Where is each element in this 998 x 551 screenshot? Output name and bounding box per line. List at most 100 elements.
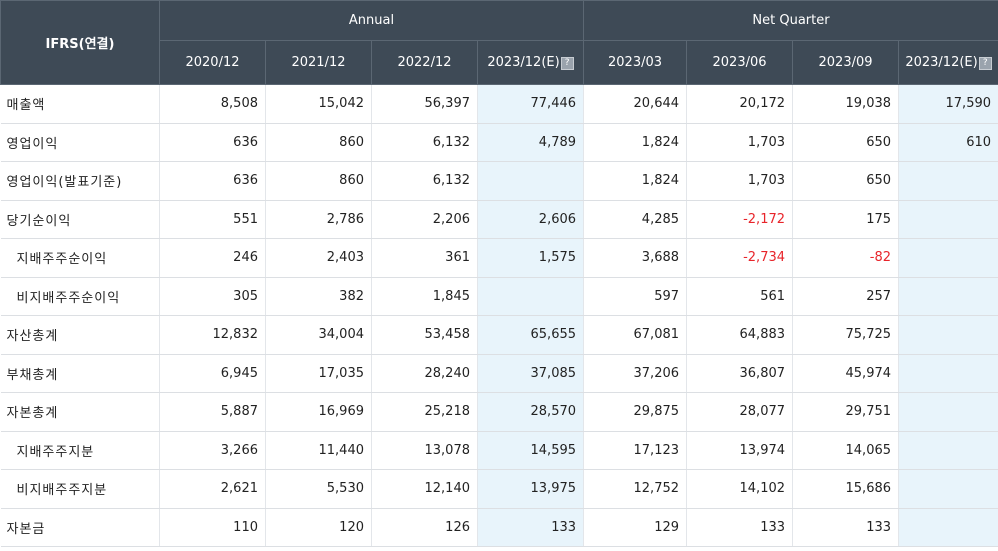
column-header: 2023/09 xyxy=(792,40,900,85)
table-cell: 650 xyxy=(792,123,900,162)
table-cell: 15,686 xyxy=(792,469,900,509)
table-cell: -2,172 xyxy=(686,200,794,239)
table-cell: 12,752 xyxy=(583,469,688,509)
table-row: 자산총계 12,832 34,004 53,458 65,655 67,081 64,883… xyxy=(0,315,998,355)
table-cell: 650 xyxy=(792,161,900,201)
table-cell: 361 xyxy=(371,238,478,278)
column-header-label: 2020/12 xyxy=(185,55,240,70)
table-cell: 45,974 xyxy=(792,354,900,393)
row-label: 영업이익(발표기준) xyxy=(0,161,160,201)
column-header: 2023/12(E)? xyxy=(476,40,585,85)
table-cell: 64,883 xyxy=(686,315,794,355)
row-label: 당기순이익 xyxy=(0,200,160,239)
help-icon[interactable]: ? xyxy=(560,57,574,70)
table-cell xyxy=(898,508,998,547)
table-cell: 15,042 xyxy=(265,84,372,124)
table-cell: 551 xyxy=(159,200,266,239)
table-cell: 28,570 xyxy=(477,392,585,432)
table-cell: 20,644 xyxy=(583,84,688,124)
table-cell: 2,206 xyxy=(371,200,478,239)
table-cell: 53,458 xyxy=(371,315,478,355)
table-cell: 13,078 xyxy=(371,431,478,470)
table-cell: 860 xyxy=(265,123,372,162)
column-header: 2020/12 xyxy=(159,40,266,85)
table-cell: 5,887 xyxy=(159,392,266,432)
table-row: 영업이익 636 860 6,132 4,789 1,824 1,703 650 610 xyxy=(0,123,998,162)
table-cell: 14,065 xyxy=(792,431,900,470)
table-cell: 11,440 xyxy=(265,431,372,470)
table-cell: 246 xyxy=(159,238,266,278)
table-cell: 25,218 xyxy=(371,392,478,432)
help-icon[interactable]: ? xyxy=(978,57,992,70)
table-cell: 12,140 xyxy=(371,469,478,509)
table-cell: 175 xyxy=(792,200,900,239)
table-cell: 636 xyxy=(159,123,266,162)
table-row: 당기순이익 551 2,786 2,206 2,606 4,285 -2,172 175 xyxy=(0,200,998,239)
row-label: 비지배주주순이익 xyxy=(0,277,160,316)
table-cell: 2,403 xyxy=(265,238,372,278)
table-cell: 28,240 xyxy=(371,354,478,393)
table-cell: 1,575 xyxy=(477,238,585,278)
row-label: 지배주주순이익 xyxy=(0,238,160,278)
table-cell: 120 xyxy=(265,508,372,547)
table-cell: 1,703 xyxy=(686,123,794,162)
table-cell: 13,975 xyxy=(477,469,585,509)
table-cell: 14,102 xyxy=(686,469,794,509)
table-cell: 37,206 xyxy=(583,354,688,393)
table-cell xyxy=(477,277,585,316)
table-cell: 305 xyxy=(159,277,266,316)
table-cell: 257 xyxy=(792,277,900,316)
row-label: 자본총계 xyxy=(0,392,160,432)
table-cell: 36,807 xyxy=(686,354,794,393)
table-cell: 65,655 xyxy=(477,315,585,355)
table-row: 자본금 110 120 126 133 129 133 133 xyxy=(0,508,998,547)
quarter-group-header: Net Quarter xyxy=(583,0,998,41)
row-label: 영업이익 xyxy=(0,123,160,162)
column-header-label: 2022/12 xyxy=(397,55,452,70)
table-cell: 3,688 xyxy=(583,238,688,278)
row-label: 매출액 xyxy=(0,84,160,124)
table-cell xyxy=(898,238,998,278)
table-cell: 28,077 xyxy=(686,392,794,432)
table-cell: 29,875 xyxy=(583,392,688,432)
table-cell: 133 xyxy=(477,508,585,547)
table-cell: 860 xyxy=(265,161,372,201)
column-header-label: 2023/12(E) xyxy=(487,55,560,70)
table-row: 매출액 8,508 15,042 56,397 77,446 20,644 20,172 19… xyxy=(0,84,998,124)
table-cell: 29,751 xyxy=(792,392,900,432)
column-header: 2021/12 xyxy=(265,40,372,85)
table-cell: -82 xyxy=(792,238,900,278)
table-cell xyxy=(898,277,998,316)
table-header: IFRS(연결) Annual Net Quarter 2020/12 2021/… xyxy=(0,0,998,85)
column-header-label: 2023/09 xyxy=(818,55,873,70)
table-cell: 2,786 xyxy=(265,200,372,239)
row-label: 자본금 xyxy=(0,508,160,547)
column-header: 2023/12(E)? xyxy=(898,40,998,85)
table-cell: 3,266 xyxy=(159,431,266,470)
column-header-row: 2020/12 2021/12 2022/12 2023/12(E)? 2023/03 2… xyxy=(1,40,998,85)
table-cell: 12,832 xyxy=(159,315,266,355)
table-body: 매출액 8,508 15,042 56,397 77,446 20,644 20,172 19… xyxy=(0,84,998,547)
table-cell: 14,595 xyxy=(477,431,585,470)
table-cell: 4,789 xyxy=(477,123,585,162)
table-cell: 6,132 xyxy=(371,161,478,201)
table-cell: 382 xyxy=(265,277,372,316)
table-cell xyxy=(898,200,998,239)
table-cell: 597 xyxy=(583,277,688,316)
table-cell: 561 xyxy=(686,277,794,316)
table-cell: 6,132 xyxy=(371,123,478,162)
table-cell: 19,038 xyxy=(792,84,900,124)
table-cell: 77,446 xyxy=(477,84,585,124)
table-row: 영업이익(발표기준) 636 860 6,132 1,824 1,703 650 xyxy=(0,161,998,201)
table-cell: 129 xyxy=(583,508,688,547)
row-label: 비지배주주지분 xyxy=(0,469,160,509)
table-cell xyxy=(477,161,585,201)
table-cell: 2,606 xyxy=(477,200,585,239)
table-cell: 17,123 xyxy=(583,431,688,470)
table-cell xyxy=(898,431,998,470)
table-cell: 636 xyxy=(159,161,266,201)
column-header: 2023/03 xyxy=(583,40,688,85)
table-cell: 17,035 xyxy=(265,354,372,393)
column-header: 2022/12 xyxy=(371,40,478,85)
